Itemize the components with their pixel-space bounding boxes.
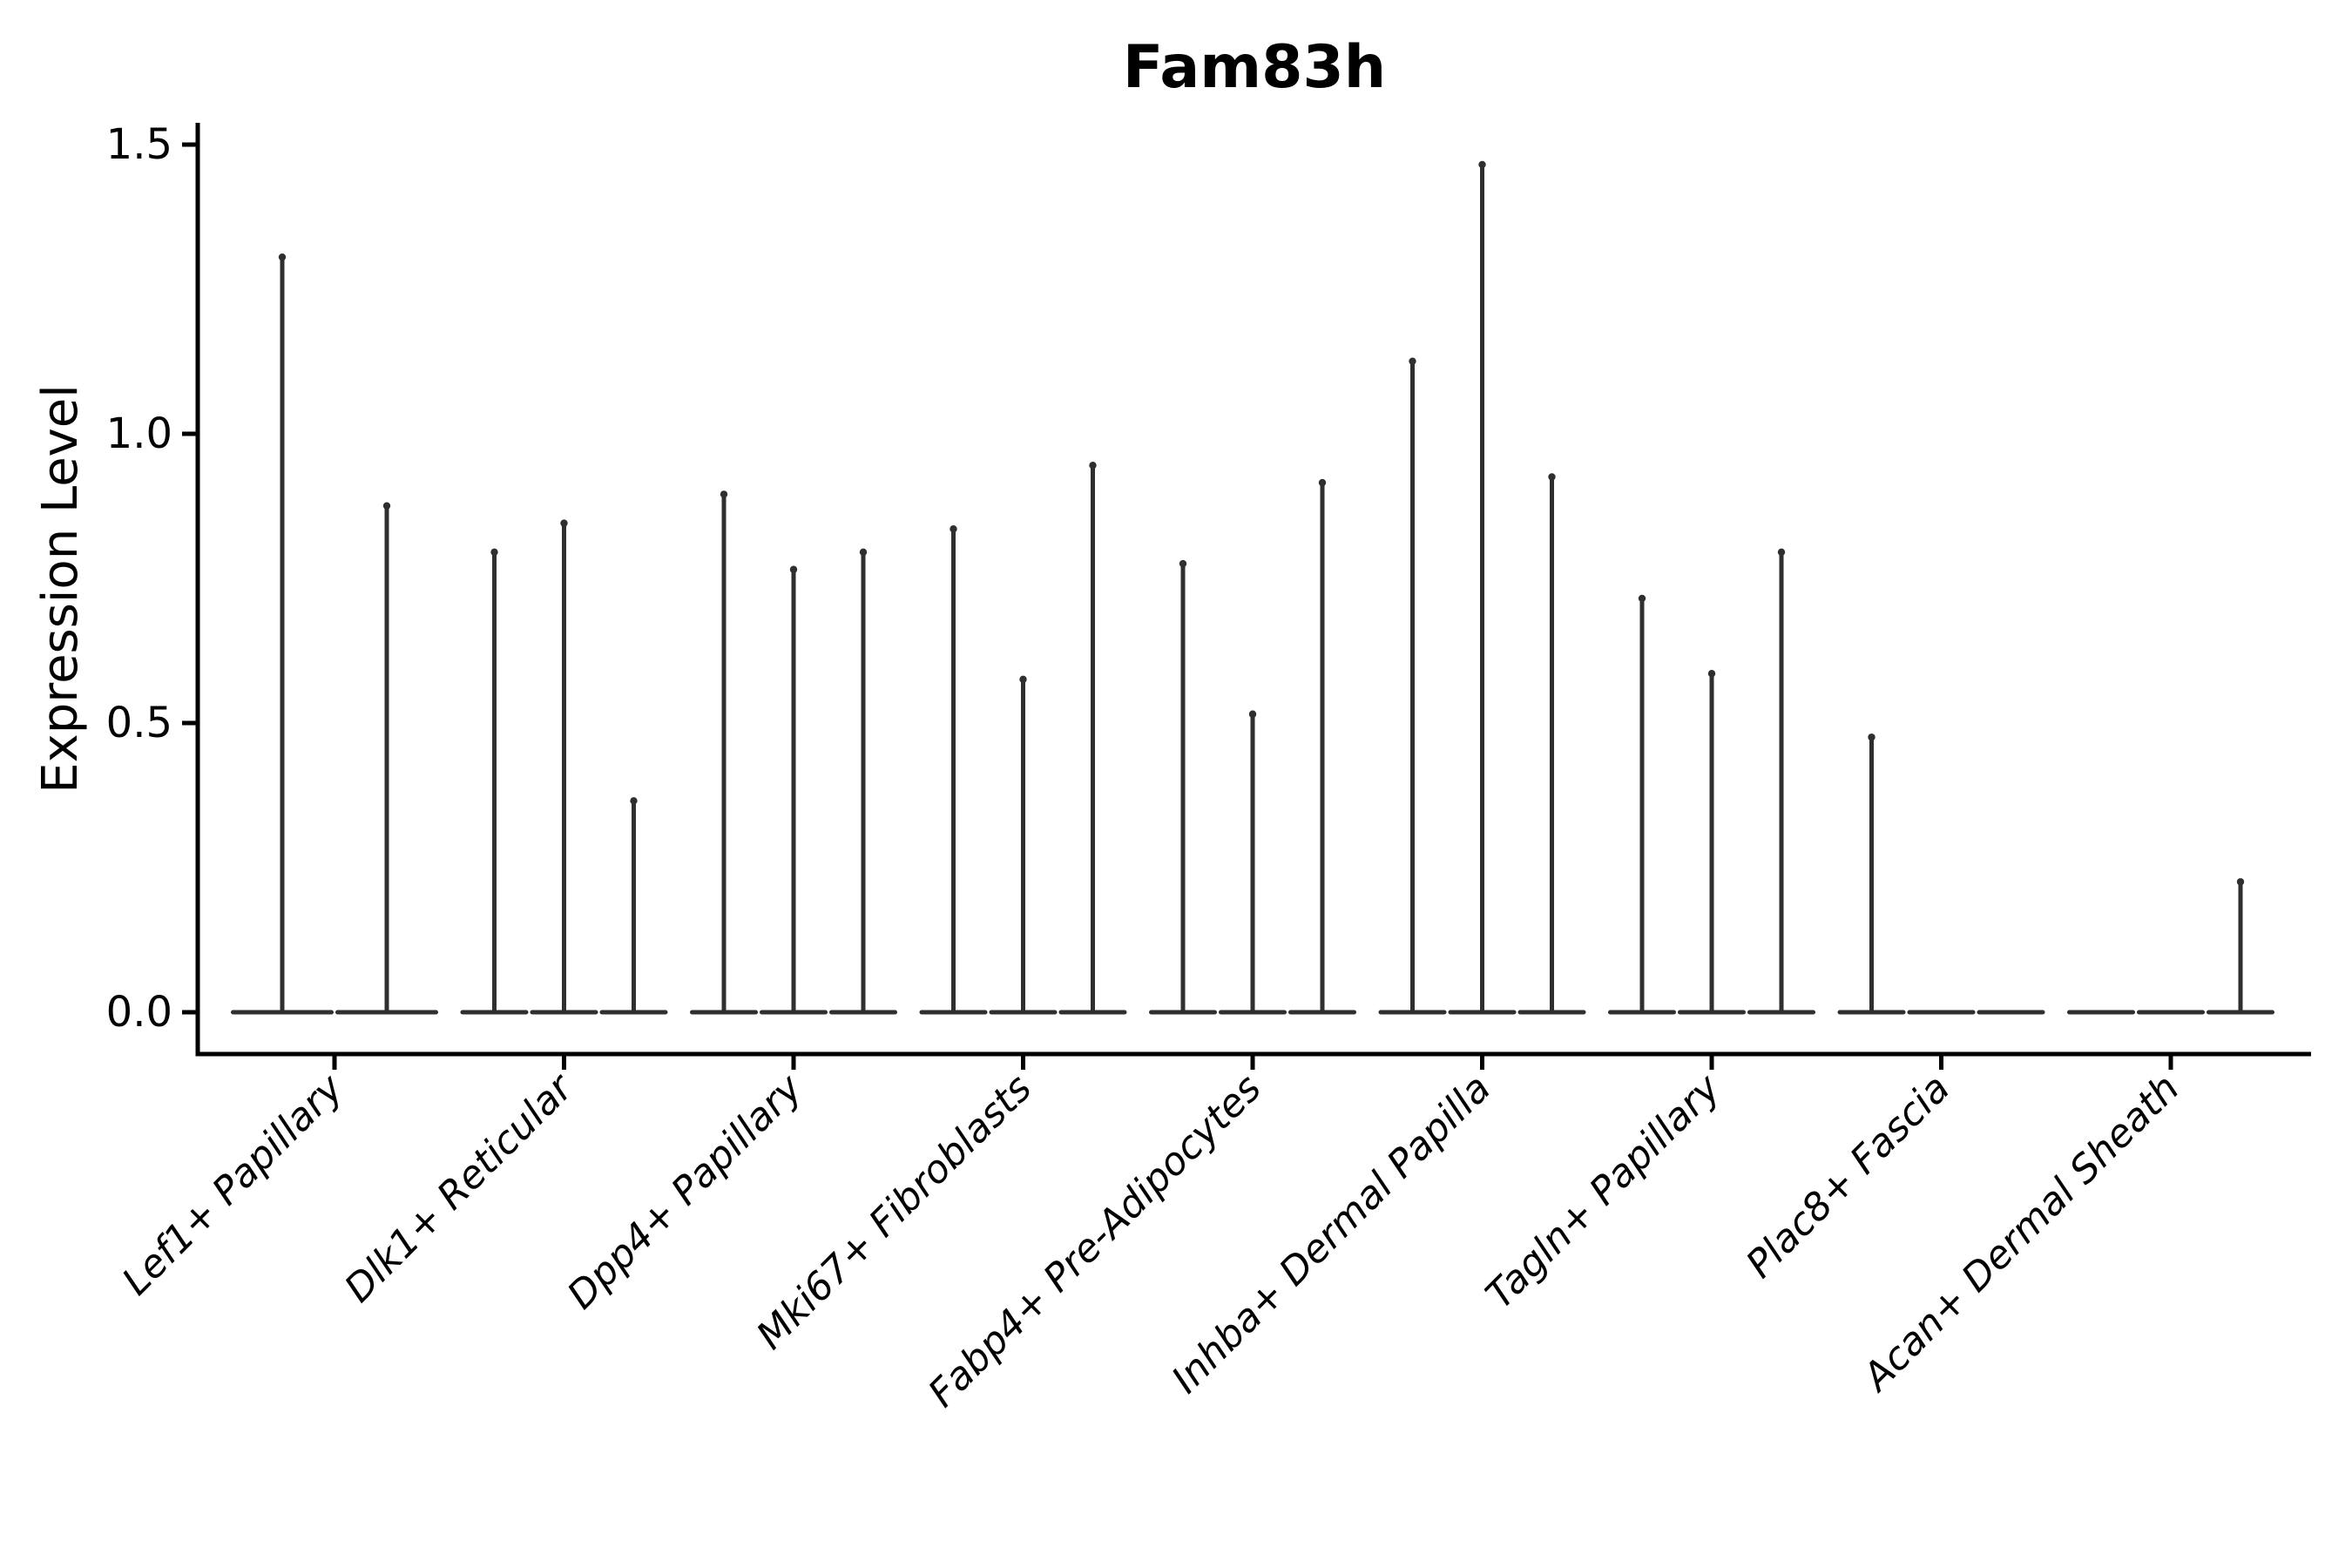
y-tick-label: 0.5 — [106, 699, 172, 747]
x-tick-label: Lef1+ Papillary — [114, 1065, 353, 1304]
y-tick-label: 1.5 — [106, 120, 172, 169]
violin-spike-tip — [1409, 357, 1416, 365]
violin-spike-tip — [1868, 733, 1876, 741]
violin-spike-tip — [382, 502, 391, 510]
violin-spike-tip — [278, 253, 287, 261]
violin-spike-tip — [1707, 670, 1716, 678]
violin-spike-tip — [1777, 548, 1786, 556]
y-tick-label: 0.0 — [106, 988, 172, 1037]
violin-spike-tip — [1638, 594, 1646, 603]
violin-spike-tip — [1318, 478, 1327, 487]
violin-spike-tip — [1179, 559, 1187, 568]
x-tick-label: Tagln+ Papillary — [1477, 1065, 1729, 1317]
violin-base — [1977, 1010, 2045, 1015]
violin-spike-tip — [1478, 160, 1486, 169]
violin-spike-tip — [950, 525, 957, 533]
violin-spike-tip — [1248, 710, 1257, 718]
violin-spike-tip — [490, 548, 498, 556]
y-axis-label: Expression Level — [32, 384, 89, 794]
violin-spike-tip — [1019, 675, 1027, 684]
violin-spike-tip — [720, 490, 728, 498]
x-tick-label: Plac8+ Fascia — [1738, 1066, 1958, 1287]
x-tick-label: Dpp4+ Papillary — [559, 1065, 812, 1318]
violin-base — [2137, 1010, 2205, 1015]
chart-title: Fam83h — [1123, 33, 1386, 102]
y-tick-label: 1.0 — [106, 409, 172, 458]
violin-spike-tip — [789, 565, 798, 573]
violin-spike-tip — [1548, 473, 1556, 481]
violin-spike-tip — [2236, 878, 2245, 886]
violin-spike-tip — [859, 548, 868, 556]
violin-base — [1907, 1010, 1976, 1015]
violin-spike-tip — [560, 519, 568, 527]
violin-base — [2067, 1010, 2135, 1015]
x-tick-label: Dlk1+ Reticular — [336, 1064, 583, 1311]
violin-spike-tip — [1089, 462, 1097, 470]
violin-spike-tip — [630, 797, 638, 805]
